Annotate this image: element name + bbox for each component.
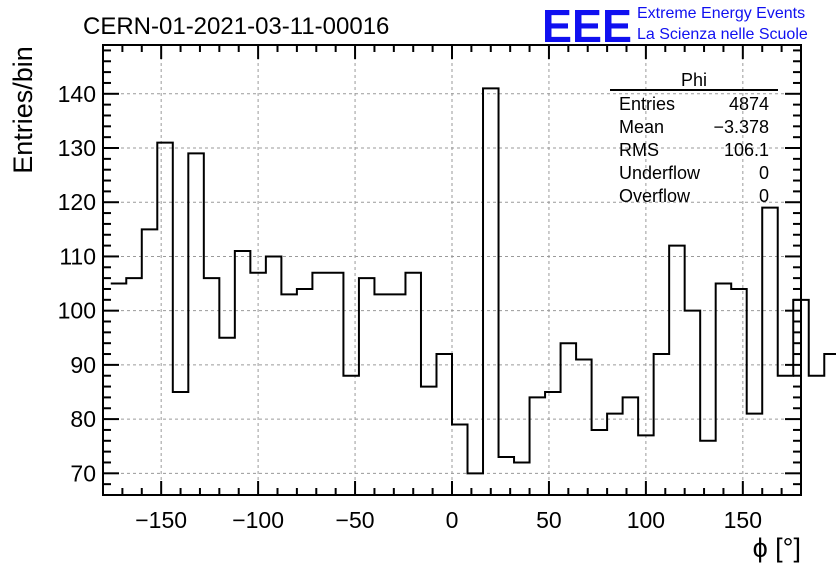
stats-row-label: Overflow (619, 186, 691, 206)
grid-lines (103, 45, 801, 495)
brand-line-1: Extreme Energy Events (637, 5, 805, 22)
y-tick-label: 120 (58, 189, 96, 215)
x-tick-label: 0 (446, 507, 459, 533)
stats-row-label: Underflow (619, 163, 701, 183)
stats-box: Phi Entries 4874 Mean −3.378 RMS 106.1 Underfl… (610, 70, 778, 206)
histogram-step-line (110, 87, 836, 475)
tick-labels: −150 −100 −50 0 50 100 150 70 80 90 100 110 120 130 14… (58, 81, 762, 533)
x-tick-label: 150 (724, 507, 762, 533)
x-tick-label: −150 (135, 507, 187, 533)
x-axis-label: ϕ [°] (753, 533, 801, 563)
stats-row-label: Mean (619, 117, 664, 137)
x-tick-label: −100 (232, 507, 284, 533)
stats-row-value: −3.378 (713, 117, 769, 137)
stats-row-value: 106.1 (724, 140, 769, 160)
y-tick-label: 140 (58, 81, 96, 107)
stats-row-value: 0 (759, 163, 769, 183)
stats-title: Phi (681, 70, 707, 90)
eee-logo: EEE (542, 0, 632, 52)
y-tick-label: 70 (70, 460, 96, 486)
x-tick-label: −50 (336, 507, 375, 533)
y-tick-label: 100 (58, 298, 96, 324)
y-tick-label: 130 (58, 135, 96, 161)
axis-ticks (102, 45, 802, 495)
stats-row-value: 0 (759, 186, 769, 206)
stats-row-value: 4874 (729, 94, 769, 114)
y-tick-label: 80 (70, 406, 96, 432)
stats-row-label: Entries (619, 94, 675, 114)
run-title: CERN-01-2021-03-11-00016 (83, 13, 389, 40)
x-tick-label: 50 (536, 507, 562, 533)
stats-row-label: RMS (619, 140, 659, 160)
y-tick-label: 90 (70, 352, 96, 378)
stats-rows: Entries 4874 Mean −3.378 RMS 106.1 Underflow 0 O… (619, 94, 769, 206)
brand-line-2: La Scienza nelle Scuole (637, 26, 808, 43)
x-tick-label: 100 (627, 507, 665, 533)
y-axis-label: Entries/bin (8, 46, 38, 174)
y-tick-label: 110 (59, 243, 96, 269)
